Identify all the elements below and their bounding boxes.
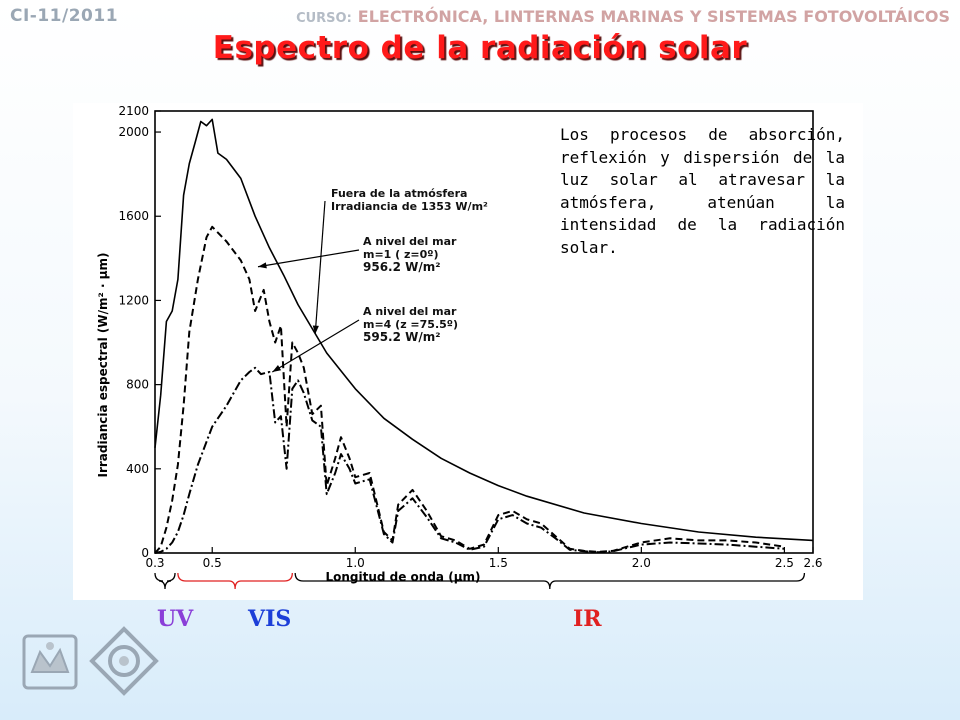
chart-panel: 0 400 800 1200 1600 2000 2100 0.3 0.5 1.0 1.5 2.0 2.… — [73, 103, 863, 600]
x-tick-label: 2.6 — [803, 556, 822, 570]
annotation-arrowhead — [257, 262, 267, 269]
series-line-extraterrestrial — [154, 118, 814, 542]
x-axis-label: Longitud de onda (μm) — [325, 570, 480, 584]
axes-layer — [154, 110, 814, 590]
ticks-layer: 0 400 800 1200 1600 2000 2100 0.3 0.5 1.0 1.5 2.0 2.… — [118, 104, 822, 570]
x-tick-label: 0.5 — [203, 556, 222, 570]
course-code: CI-11/2011 — [10, 6, 119, 26]
faculty-logo-icon — [89, 626, 159, 696]
series-line-sea-level-m4 — [154, 366, 785, 554]
y-tick-label: 400 — [126, 462, 149, 476]
annotation-label: Irradiancia de 1353 W/m² — [331, 200, 488, 213]
annotation-arrow — [314, 200, 326, 335]
band-label-uv: UV — [157, 606, 194, 632]
annotation-label: Fuera de la atmósfera — [331, 187, 467, 200]
course-name: ELECTRÓNICA, LINTERNAS MARINAS Y SISTEMA… — [357, 7, 950, 26]
x-tick-label: 2.0 — [632, 556, 651, 570]
slide-title: Espectro de la radiación solar — [212, 30, 748, 66]
band-label-ir: IR — [573, 606, 602, 632]
y-tick-label: 2000 — [118, 125, 149, 139]
annotation-label: 595.2 W/m² — [363, 330, 441, 344]
y-axis-label: Irradiancia espectral (W/m² · μm) — [96, 252, 110, 477]
annotation-label: 956.2 W/m² — [363, 260, 441, 274]
course-line: CURSO: ELECTRÓNICA, LINTERNAS MARINAS Y S… — [296, 7, 950, 26]
annotation-label: A nivel del mar — [363, 235, 457, 248]
series-line-sea-level-m1 — [154, 225, 785, 554]
y-tick-label: 0 — [141, 546, 149, 560]
plot-frame — [154, 110, 814, 554]
y-tick-label: 1200 — [118, 293, 149, 307]
x-tick-label: 1.0 — [346, 556, 365, 570]
band-label-vis: VIS — [248, 606, 292, 632]
y-tick-label: 2100 — [118, 104, 149, 118]
band-brace — [154, 572, 176, 590]
x-tick-label: 0.3 — [145, 556, 164, 570]
x-tick-label: 2.5 — [775, 556, 794, 570]
spectrum-chart: 0 400 800 1200 1600 2000 2100 0.3 0.5 1.0 1.5 2.0 2.… — [96, 104, 823, 590]
x-tick-label: 1.5 — [489, 556, 508, 570]
y-tick-label: 800 — [126, 378, 149, 392]
band-brace — [177, 572, 293, 590]
annotation-arrowhead — [272, 364, 282, 372]
course-label: CURSO: — [296, 11, 352, 26]
annotation-label: m=1 ( z=0º) — [363, 248, 439, 261]
y-tick-label: 1600 — [118, 209, 149, 223]
series-layer — [154, 118, 814, 554]
annotation-arrow — [257, 249, 360, 268]
band-brace — [294, 572, 806, 590]
annotation-arrow — [271, 319, 360, 373]
annotation-arrowhead — [312, 325, 319, 335]
annotation-label: m=4 (z =75.5º) — [363, 318, 458, 331]
description-text: Los procesos de absorción, reflexión y d… — [560, 125, 845, 257]
annotation-label: A nivel del mar — [363, 305, 457, 318]
top-banner: CI-11/2011 CURSO: ELECTRÓNICA, LINTERNAS … — [0, 0, 960, 34]
university-seal-icon — [22, 634, 78, 690]
